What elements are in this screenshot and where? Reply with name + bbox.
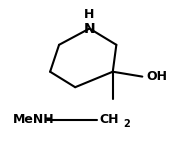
Text: OH: OH [147,70,168,83]
Text: N: N [84,22,95,36]
Text: MeNH: MeNH [13,113,54,126]
Text: 2: 2 [124,119,130,129]
Text: H: H [84,8,95,21]
Text: CH: CH [99,113,119,126]
